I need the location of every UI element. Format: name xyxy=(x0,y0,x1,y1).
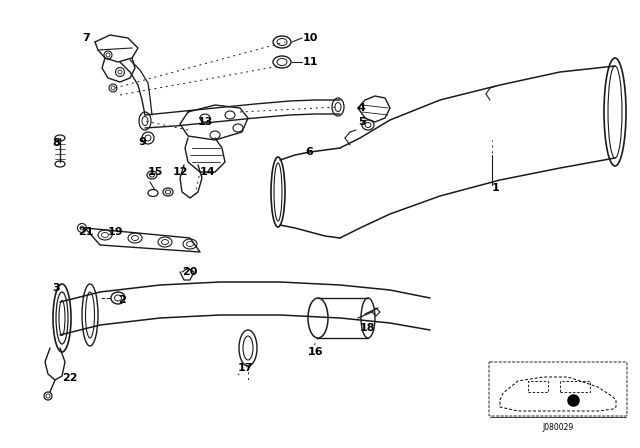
Text: 8: 8 xyxy=(52,138,60,148)
Text: 2: 2 xyxy=(118,295,125,305)
Text: 21: 21 xyxy=(78,227,93,237)
Text: 9: 9 xyxy=(138,137,146,147)
Text: 4: 4 xyxy=(358,103,366,113)
Text: 11: 11 xyxy=(303,57,319,67)
Text: 5: 5 xyxy=(358,117,365,127)
Text: 3: 3 xyxy=(52,283,60,293)
Text: 12: 12 xyxy=(173,167,189,177)
Text: 19: 19 xyxy=(108,227,124,237)
Text: 7: 7 xyxy=(82,33,90,43)
Text: 14: 14 xyxy=(200,167,216,177)
Text: 1: 1 xyxy=(492,183,500,193)
Text: 22: 22 xyxy=(62,373,77,383)
Text: 17: 17 xyxy=(238,363,253,373)
Text: 18: 18 xyxy=(360,323,376,333)
Text: 13: 13 xyxy=(198,117,213,127)
Text: 16: 16 xyxy=(308,347,324,357)
Text: 10: 10 xyxy=(303,33,318,43)
Text: J080029: J080029 xyxy=(542,423,573,432)
Text: 15: 15 xyxy=(148,167,163,177)
Text: 20: 20 xyxy=(182,267,197,277)
Text: 6: 6 xyxy=(305,147,313,157)
